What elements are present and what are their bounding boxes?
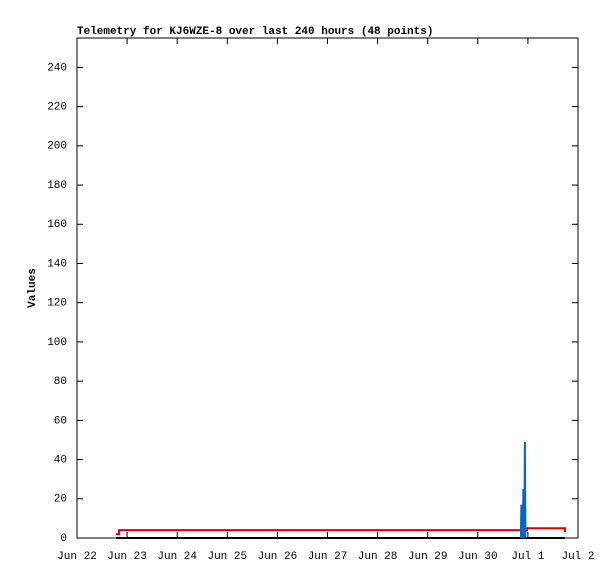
series-line: [116, 527, 566, 536]
y-tick-label: 240: [47, 62, 67, 74]
x-tick-label: Jun 29: [408, 551, 448, 563]
y-tick-label: 180: [47, 180, 67, 192]
y-tick-label: 140: [47, 258, 67, 270]
y-tick-label: 220: [47, 102, 67, 114]
x-tick-label: Jun 25: [207, 551, 247, 563]
series-line: [519, 441, 527, 539]
chart-title: Telemetry for KJ6WZE-8 over last 240 hou…: [77, 26, 433, 38]
y-tick-label: 60: [54, 415, 67, 427]
x-tick-label: Jul 1: [511, 551, 544, 563]
x-tick-label: Jun 26: [258, 551, 298, 563]
x-tick-label: Jun 30: [458, 551, 498, 563]
x-tick-label: Jun 28: [358, 551, 398, 563]
x-tick-label: Jun 24: [157, 551, 197, 563]
x-tick-label: Jun 22: [57, 551, 97, 563]
y-tick-label: 20: [54, 494, 67, 506]
y-tick-label: 80: [54, 376, 67, 388]
y-tick-label: 200: [47, 141, 67, 153]
y-tick-label: 100: [47, 337, 67, 349]
y-tick-label: 40: [54, 454, 67, 466]
y-tick-label: 0: [60, 533, 67, 545]
y-tick-label: 120: [47, 298, 67, 310]
x-tick-label: Jun 23: [107, 551, 147, 563]
x-tick-label: Jul 2: [561, 551, 594, 563]
x-tick-label: Jun 27: [308, 551, 348, 563]
plot-border: [76, 37, 579, 539]
y-tick-label: 160: [47, 219, 67, 231]
y-axis-label: Values: [27, 268, 39, 308]
